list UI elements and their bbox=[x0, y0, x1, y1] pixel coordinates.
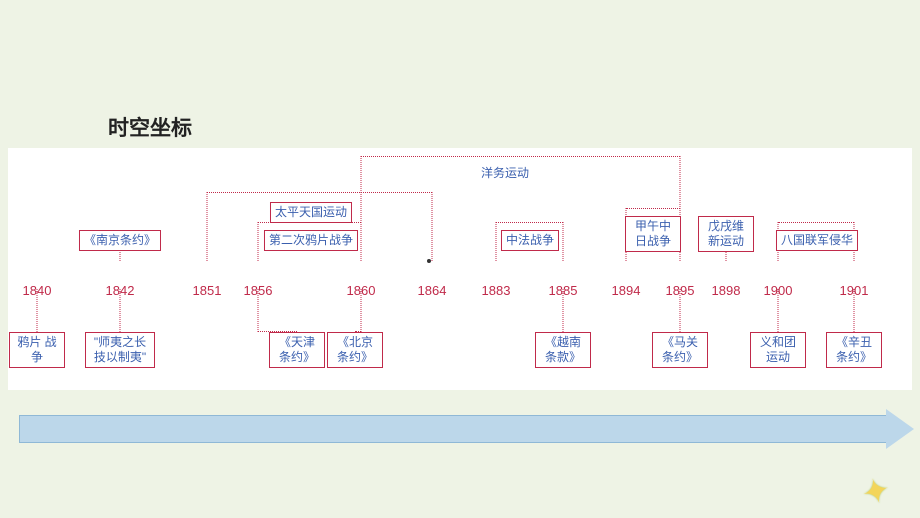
span-line bbox=[361, 156, 680, 157]
span-line bbox=[626, 208, 680, 209]
year-1898: 1898 bbox=[712, 283, 741, 298]
event-top-0: 《南京条约》 bbox=[79, 230, 161, 251]
event-top-4: 中法战争 bbox=[501, 230, 559, 251]
event-bottom-2: 《天津 条约》 bbox=[269, 332, 325, 368]
connector bbox=[496, 222, 497, 261]
span-line bbox=[207, 192, 432, 193]
span-line bbox=[258, 222, 361, 223]
event-bottom-3: 《北京 条约》 bbox=[327, 332, 383, 368]
connector bbox=[207, 192, 208, 261]
center-dot bbox=[427, 259, 431, 263]
page-title: 时空坐标 bbox=[108, 112, 192, 142]
event-bottom-5: 《马关 条约》 bbox=[652, 332, 708, 368]
event-top-1: 太平天国运动 bbox=[270, 202, 352, 223]
event-bottom-1: "师夷之长 技以制夷" bbox=[85, 332, 155, 368]
span-line bbox=[496, 222, 563, 223]
year-1894: 1894 bbox=[612, 283, 641, 298]
event-bottom-0: 鸦片 战争 bbox=[9, 332, 65, 368]
span-line bbox=[778, 222, 854, 223]
timeline-arrow bbox=[19, 409, 914, 449]
connector bbox=[854, 289, 855, 332]
connector bbox=[361, 156, 362, 261]
event-top-7: 八国联军侵华 bbox=[776, 230, 858, 251]
connector bbox=[563, 222, 564, 261]
connector bbox=[563, 289, 564, 332]
event-top-2: 第二次鸦片战争 bbox=[264, 230, 358, 251]
connector bbox=[37, 289, 38, 332]
event-bottom-7: 《辛丑 条约》 bbox=[826, 332, 882, 368]
arrow-shaft bbox=[19, 415, 886, 443]
connector bbox=[258, 289, 259, 332]
event-top-3: 洋务运动 bbox=[477, 164, 533, 183]
year-1864: 1864 bbox=[418, 283, 447, 298]
connector bbox=[432, 192, 433, 261]
connector bbox=[361, 289, 362, 332]
event-top-6: 戊戌维 新运动 bbox=[698, 216, 754, 252]
connector bbox=[778, 289, 779, 332]
connector bbox=[680, 289, 681, 332]
connector bbox=[258, 222, 259, 261]
event-bottom-6: 义和团 运动 bbox=[750, 332, 806, 368]
year-1851: 1851 bbox=[193, 283, 222, 298]
event-top-5: 甲午中 日战争 bbox=[625, 216, 681, 252]
connector bbox=[120, 289, 121, 332]
event-bottom-4: 《越南 条款》 bbox=[535, 332, 591, 368]
year-1883: 1883 bbox=[482, 283, 511, 298]
arrow-head bbox=[886, 409, 914, 449]
